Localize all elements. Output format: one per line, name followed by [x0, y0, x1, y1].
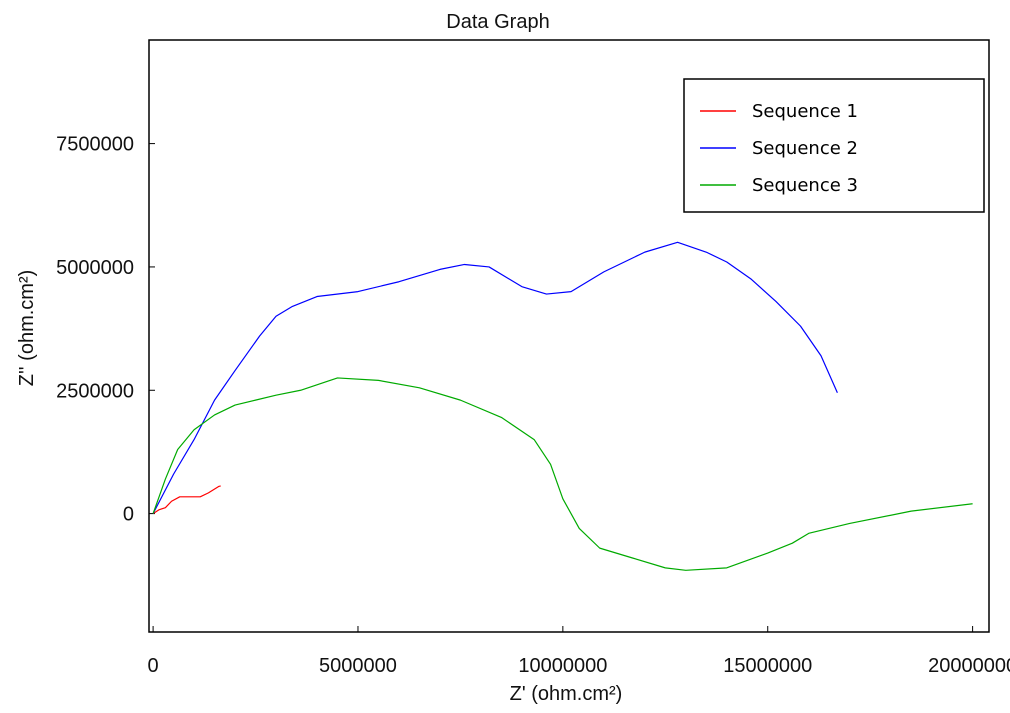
y-tick-label: 5000000: [56, 257, 134, 279]
legend: Sequence 1 Sequence 2 Sequence 3: [683, 78, 985, 213]
plot-frame: [148, 39, 990, 633]
series-line-2: [152, 241, 838, 514]
series-layer: [152, 241, 973, 571]
x-tick-label: 20000000: [928, 655, 1010, 677]
y-tick-label: 0: [123, 504, 134, 526]
series-line-3: [152, 377, 973, 571]
y-tick-label: 2500000: [56, 380, 134, 402]
x-tick-label: 10000000: [518, 655, 607, 677]
legend-label-1: Sequence 1: [752, 101, 858, 122]
x-axis-ticks: 0 5000000 10000000 15000000 20000000: [148, 626, 1010, 677]
y-axis-ticks: 0 2500000 5000000 7500000: [56, 134, 155, 526]
x-tick-label: 0: [148, 655, 159, 677]
series-line-1: [152, 485, 221, 515]
y-axis-label: Z'' (ohm.cm²): [16, 270, 38, 387]
legend-label-3: Sequence 3: [752, 175, 858, 196]
y-tick-label: 7500000: [56, 134, 134, 156]
x-axis-label: Z' (ohm.cm²): [510, 683, 623, 705]
legend-label-2: Sequence 2: [752, 138, 858, 159]
legend-box: [683, 78, 985, 213]
chart-title: Data Graph: [446, 11, 549, 33]
x-tick-label: 15000000: [723, 655, 812, 677]
x-tick-label: 5000000: [319, 655, 397, 677]
